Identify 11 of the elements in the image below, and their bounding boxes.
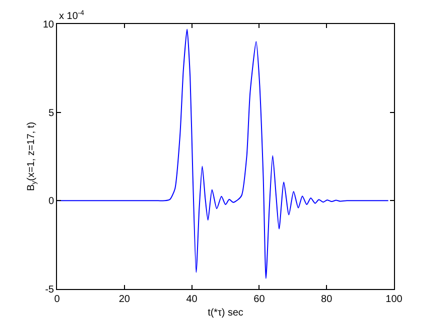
x-axis-title: t(*τ) sec	[208, 308, 244, 318]
text: x 10$^{-4}$	[59, 10, 84, 22]
x-tick-label: 80	[321, 294, 333, 305]
y-tick-label: 0	[48, 196, 54, 208]
y-tick-label: 5	[48, 108, 54, 119]
x-tick-label: 100	[386, 294, 403, 305]
x-tick-label: 60	[254, 294, 266, 305]
y-tick-label: -5	[45, 284, 54, 296]
x-tick-label: 40	[186, 294, 198, 305]
y-tick-label: 10	[42, 20, 54, 30]
x-tick-label: 20	[118, 294, 130, 305]
